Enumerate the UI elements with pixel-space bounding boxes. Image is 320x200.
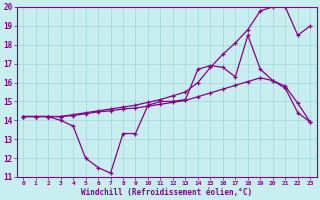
X-axis label: Windchill (Refroidissement éolien,°C): Windchill (Refroidissement éolien,°C)	[81, 188, 252, 197]
